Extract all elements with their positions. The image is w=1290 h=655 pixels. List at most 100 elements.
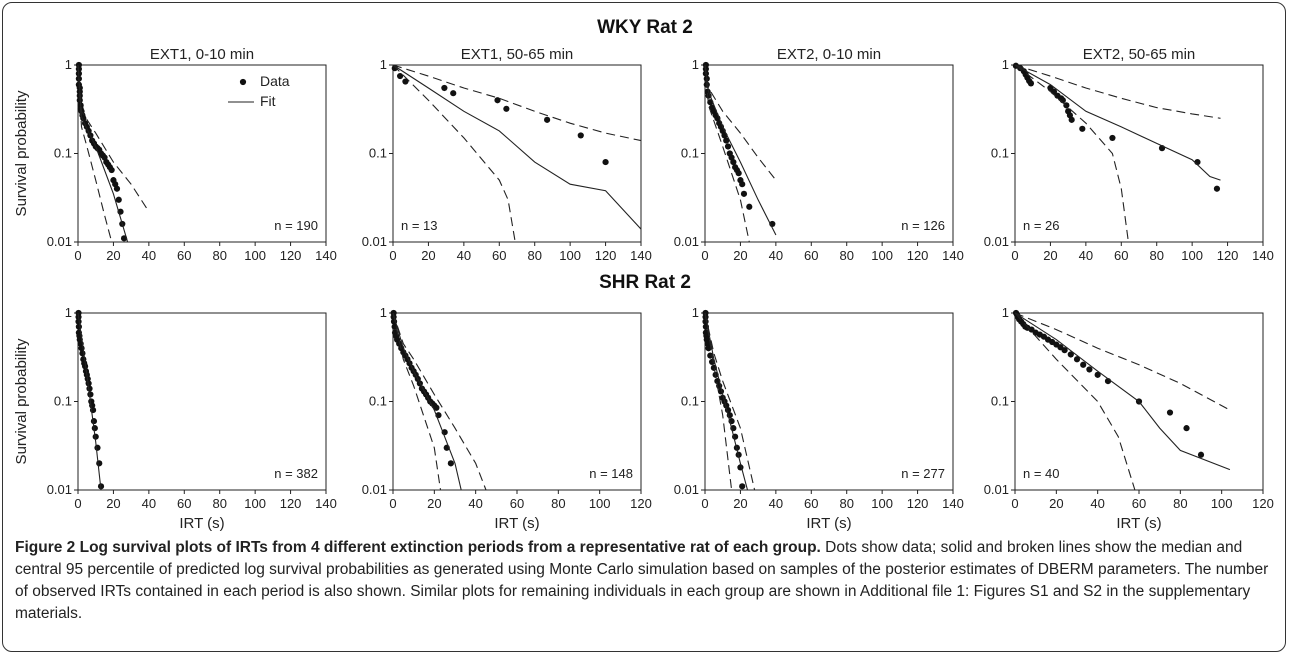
x-tick-label: 80 (527, 248, 541, 263)
data-point (1067, 351, 1074, 358)
data-point (433, 404, 440, 411)
data-point (81, 363, 89, 370)
fit-upper-95-line (77, 64, 150, 212)
x-tick-label: 140 (315, 496, 337, 511)
x-tick-label: 0 (389, 248, 396, 263)
data-point (577, 132, 584, 139)
data-point (450, 90, 457, 97)
data-point (75, 65, 82, 73)
n-count-label: n = 40 (1023, 466, 1060, 481)
x-tick-label: 120 (280, 496, 302, 511)
data-point (113, 185, 121, 192)
x-axis-label: IRT (s) (1116, 515, 1161, 532)
fit-median-line (392, 312, 462, 491)
x-tick-label: 120 (1252, 496, 1274, 511)
y-tick-label: 1 (1002, 57, 1009, 72)
y-tick-label: 1 (65, 57, 72, 72)
x-tick-label: 80 (551, 496, 565, 511)
n-count-label: n = 148 (589, 466, 633, 481)
legend-data-marker (239, 78, 247, 86)
data-point (1086, 366, 1093, 373)
chart-panel-4: 0 20 40 60 80 100 120 140 1 0.1 0.01 EXT2, 50-65 mi… (984, 46, 1274, 263)
fit-lower-95-line (704, 312, 733, 491)
n-count-label: n = 26 (1023, 218, 1060, 233)
x-axis-label: IRT (s) (494, 515, 539, 532)
data-point (1183, 425, 1190, 432)
fit-lower-95-line (704, 64, 750, 243)
fit-median-line (1014, 312, 1231, 471)
fit-upper-95-line (392, 312, 487, 491)
n-count-label: n = 382 (274, 466, 318, 481)
x-tick-label: 60 (177, 248, 191, 263)
y-axis-label: Survival probability (13, 338, 30, 464)
x-tick-label: 20 (421, 248, 435, 263)
chart-title: EXT2, 50-65 min (1083, 46, 1196, 63)
x-axis-label: IRT (s) (179, 515, 224, 532)
data-point (1109, 134, 1116, 142)
y-axis-label: Survival probability (13, 90, 30, 216)
x-tick-label: 20 (427, 496, 441, 511)
x-tick-label: 140 (630, 248, 652, 263)
x-tick-label: 20 (1043, 248, 1057, 263)
x-tick-label: 40 (1079, 248, 1093, 263)
figure-caption: Figure 2 Log survival plots of IRTs from… (15, 537, 1275, 625)
y-tick-label: 0.01 (47, 234, 72, 249)
x-tick-label: 20 (1049, 496, 1063, 511)
data-point (108, 166, 115, 174)
x-tick-label: 100 (871, 496, 893, 511)
y-tick-label: 1 (1002, 305, 1009, 320)
y-tick-label: 0.1 (369, 394, 387, 409)
x-tick-label: 0 (74, 248, 81, 263)
x-tick-label: 0 (389, 496, 396, 511)
x-tick-label: 80 (1173, 496, 1187, 511)
data-point (1094, 371, 1101, 378)
y-tick-label: 0.01 (674, 234, 699, 249)
chart-title: EXT1, 50-65 min (461, 46, 574, 63)
row-title-shr: SHR Rat 2 (599, 272, 691, 293)
y-tick-label: 0.1 (681, 146, 699, 161)
data-point (739, 483, 746, 490)
x-tick-label: 40 (468, 496, 482, 511)
fit-upper-95-line (1014, 312, 1231, 411)
chart-panel-1: 0 20 40 60 80 100 120 140 1 0.1 0.01 EXT1, 0-10 min… (13, 46, 337, 263)
data-point (1197, 451, 1205, 458)
data-point (1073, 356, 1081, 363)
data-point (1080, 361, 1087, 368)
caption-body: Dots show data; solid and broken lines s… (15, 539, 1269, 622)
fit-median-line (77, 312, 102, 491)
data-point (396, 72, 404, 80)
y-tick-label: 1 (380, 305, 387, 320)
chart-title: EXT1, 0-10 min (150, 46, 254, 63)
x-tick-label: 40 (769, 248, 783, 263)
n-count-label: n = 277 (901, 466, 945, 481)
x-tick-label: 140 (942, 496, 964, 511)
data-point (503, 105, 510, 112)
fit-lower-95-line (1014, 312, 1136, 491)
x-tick-label: 20 (106, 248, 120, 263)
fit-median-line (392, 64, 642, 230)
plot-border (392, 64, 642, 243)
x-tick-label: 40 (142, 496, 156, 511)
x-tick-label: 0 (701, 248, 708, 263)
x-tick-label: 40 (769, 496, 783, 511)
n-count-label: n = 13 (401, 218, 438, 233)
x-tick-label: 140 (315, 248, 337, 263)
data-point (441, 84, 448, 92)
data-point (75, 318, 82, 325)
caption-title: Figure 2 Log survival plots of IRTs from… (15, 539, 821, 556)
plot-border (77, 312, 327, 491)
x-tick-label: 120 (280, 248, 302, 263)
data-point (740, 190, 748, 197)
x-tick-label: 120 (595, 248, 617, 263)
data-point (730, 158, 737, 166)
fit-upper-95-line (704, 312, 756, 491)
x-tick-label: 60 (177, 496, 191, 511)
y-tick-label: 0.01 (984, 234, 1009, 249)
y-tick-label: 0.1 (991, 146, 1009, 161)
x-tick-label: 0 (1011, 496, 1018, 511)
legend-label-data: Data (260, 73, 290, 89)
n-count-label: n = 190 (274, 218, 318, 233)
data-point (1068, 116, 1075, 123)
plot-border (704, 312, 954, 491)
